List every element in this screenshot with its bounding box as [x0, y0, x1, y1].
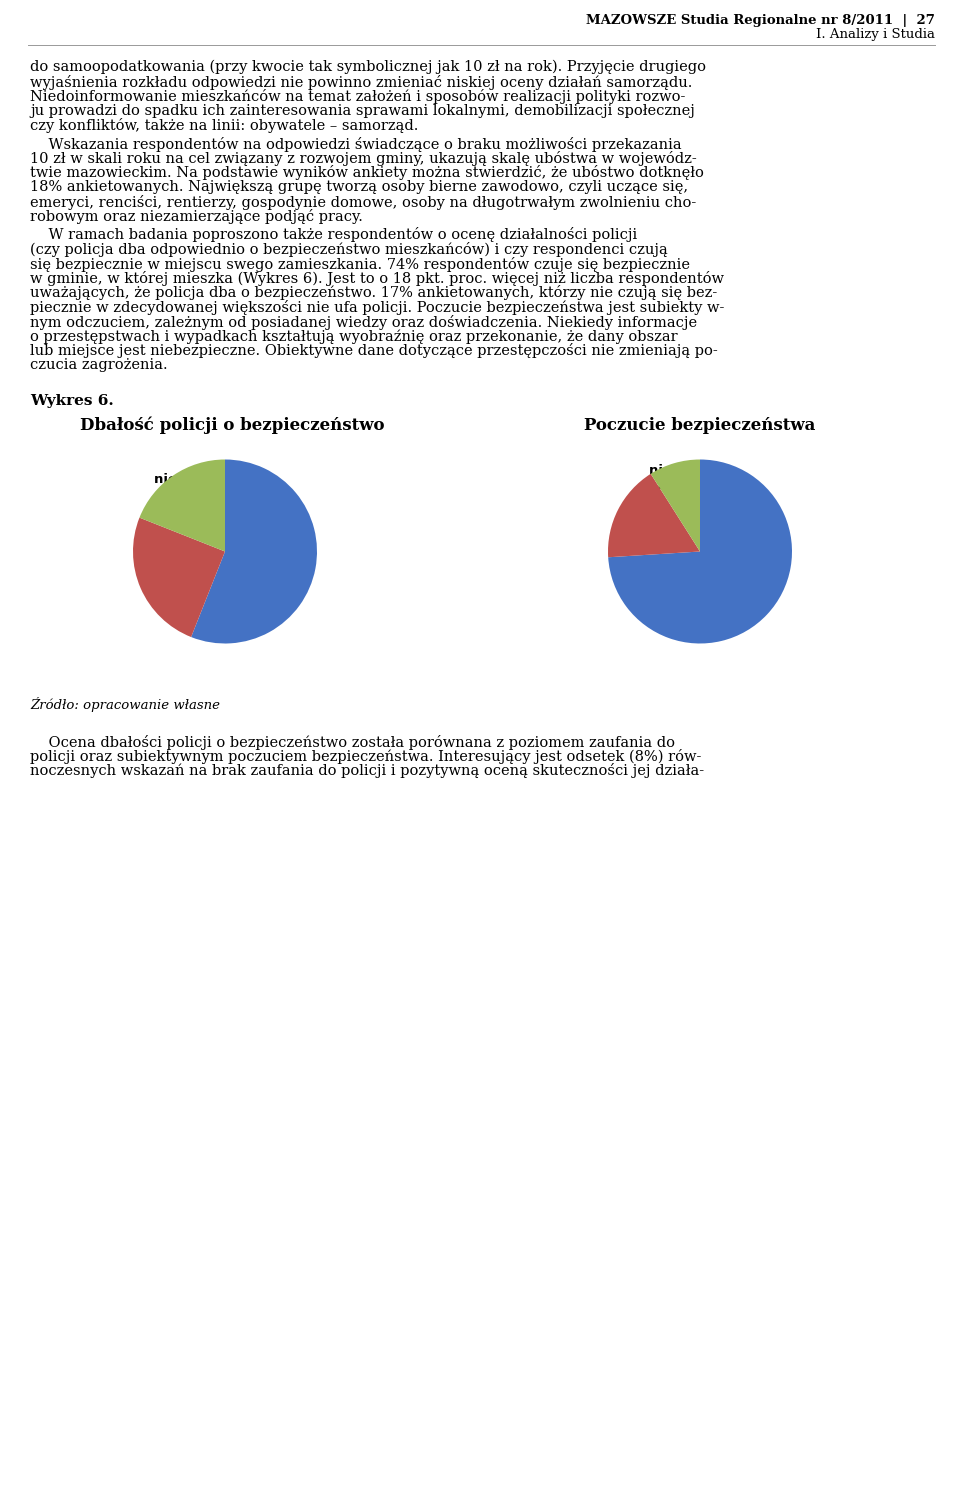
Text: Wykres 6.: Wykres 6.	[30, 395, 113, 408]
Text: W ramach badania poproszono także respondentów o ocenę działalności policji: W ramach badania poproszono także respon…	[30, 227, 637, 242]
Text: się bezpiecznie w miejscu swego zamieszkania. 74% respondentów czuje się bezpiec: się bezpiecznie w miejscu swego zamieszk…	[30, 257, 690, 272]
Text: nie mam
zdania
9%: nie mam zdania 9%	[649, 464, 713, 507]
Text: (czy policja dba odpowiednio o bezpieczeństwo mieszkańców) i czy respondenci czu: (czy policja dba odpowiednio o bezpiecze…	[30, 242, 668, 257]
Text: Źródło: opracowanie własne: Źródło: opracowanie własne	[30, 697, 220, 712]
Text: Dbałość policji o bezpieczeństwo: Dbałość policji o bezpieczeństwo	[80, 416, 384, 434]
Text: Poczucie bezpieczeństwa: Poczucie bezpieczeństwa	[585, 416, 816, 434]
Text: I. Analizy i Studia: I. Analizy i Studia	[816, 29, 935, 41]
Text: piecznie w zdecydowanej większości nie ufa policji. Poczucie bezpieczeństwa jest: piecznie w zdecydowanej większości nie u…	[30, 299, 725, 314]
Wedge shape	[139, 460, 225, 552]
Text: nie
25%: nie 25%	[146, 565, 178, 593]
Wedge shape	[133, 517, 225, 637]
Text: wyjaśnienia rozkładu odpowiedzi nie powinno zmieniać niskiej oceny działań samor: wyjaśnienia rozkładu odpowiedzi nie powi…	[30, 74, 692, 89]
Text: Niedoinformowanie mieszkańców na temat założeń i sposobów realizacji polityki ro: Niedoinformowanie mieszkańców na temat z…	[30, 89, 685, 104]
Text: MAZOWSZE Studia Regionalne nr 8/2011  |  27: MAZOWSZE Studia Regionalne nr 8/2011 | 2…	[587, 14, 935, 27]
Text: uważających, że policja dba o bezpieczeństwo. 17% ankietowanych, którzy nie czuj: uważających, że policja dba o bezpieczeń…	[30, 286, 717, 301]
Text: policji oraz subiektywnym poczuciem bezpieczeństwa. Interesujący jest odsetek (8: policji oraz subiektywnym poczuciem bezp…	[30, 748, 702, 764]
Text: robowym oraz niezamierzające podjąć pracy.: robowym oraz niezamierzające podjąć prac…	[30, 209, 363, 224]
Text: ju prowadzi do spadku ich zainteresowania sprawami lokalnymi, demobilizacji społ: ju prowadzi do spadku ich zainteresowani…	[30, 103, 695, 118]
Text: w gminie, w której mieszka (Wykres 6). Jest to o 18 pkt. proc. więcej niż liczba: w gminie, w której mieszka (Wykres 6). J…	[30, 271, 724, 286]
Text: lub miejsce jest niebezpieczne. Obiektywne dane dotyczące przestępczości nie zmi: lub miejsce jest niebezpieczne. Obiektyw…	[30, 343, 718, 358]
Text: emeryci, renciści, rentierzy, gospodynie domowe, osoby na długotrwałym zwolnieni: emeryci, renciści, rentierzy, gospodynie…	[30, 195, 696, 210]
Text: nym odczuciem, zależnym od posiadanej wiedzy oraz doświadczenia. Niekiedy inform: nym odczuciem, zależnym od posiadanej wi…	[30, 314, 697, 330]
Text: Wskazania respondentów na odpowiedzi świadczące o braku możliwości przekazania: Wskazania respondentów na odpowiedzi świ…	[30, 136, 682, 151]
Text: o przestępstwach i wypadkach kształtują wyobraźnię oraz przekonanie, że dany obs: o przestępstwach i wypadkach kształtują …	[30, 330, 678, 343]
Text: 18% ankietowanych. Największą grupę tworzą osoby bierne zawodowo, czyli uczące s: 18% ankietowanych. Największą grupę twor…	[30, 180, 688, 194]
Text: czy konfliktów, także na linii: obywatele – samorząd.: czy konfliktów, także na linii: obywatel…	[30, 118, 419, 133]
Wedge shape	[191, 460, 317, 644]
Text: noczesnych wskazań na brak zaufania do policji i pozytywną oceną skuteczności je: noczesnych wskazań na brak zaufania do p…	[30, 764, 704, 779]
Text: czucia zagrożenia.: czucia zagrożenia.	[30, 358, 168, 372]
Wedge shape	[608, 473, 700, 558]
Text: twie mazowieckim. Na podstawie wyników ankiety można stwierdzić, że ubóstwo dotk: twie mazowieckim. Na podstawie wyników a…	[30, 165, 704, 180]
Text: tak
74%: tak 74%	[734, 585, 766, 612]
Text: nie
17%: nie 17%	[623, 507, 654, 534]
Wedge shape	[651, 460, 700, 552]
Text: nie mam
zdania
19%: nie mam zdania 19%	[155, 473, 218, 516]
Text: Ocena dbałości policji o bezpieczeństwo została porównana z poziomem zaufania do: Ocena dbałości policji o bezpieczeństwo …	[30, 735, 675, 750]
Text: 10 zł w skali roku na cel związany z rozwojem gminy, ukazują skalę ubóstwa w woj: 10 zł w skali roku na cel związany z roz…	[30, 151, 697, 166]
Text: tak
56%: tak 56%	[277, 550, 308, 579]
Wedge shape	[609, 460, 792, 644]
Text: do samoopodatkowania (przy kwocie tak symbolicznej jak 10 zł na rok). Przyjęcie : do samoopodatkowania (przy kwocie tak sy…	[30, 60, 706, 74]
